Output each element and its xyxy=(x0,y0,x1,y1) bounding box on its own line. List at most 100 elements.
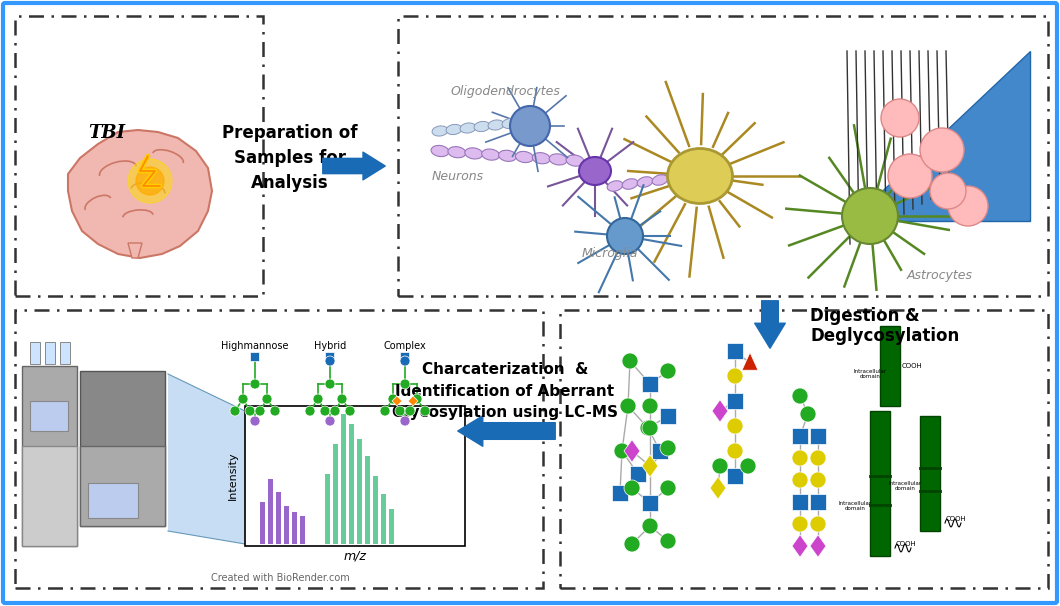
Bar xyxy=(727,468,743,484)
Circle shape xyxy=(400,356,410,366)
Bar xyxy=(30,342,40,364)
Circle shape xyxy=(400,379,410,389)
Ellipse shape xyxy=(498,150,516,161)
Bar xyxy=(560,310,1048,588)
Bar xyxy=(612,485,628,501)
Text: Charcaterization  &
Identification of Aberrant
Glycosylation using LC-MS: Charcaterization & Identification of Abe… xyxy=(392,362,618,419)
Bar xyxy=(22,366,77,546)
Circle shape xyxy=(330,406,340,416)
Bar xyxy=(292,512,297,544)
Text: Digestion &
Deglycosylation: Digestion & Deglycosylation xyxy=(810,307,959,345)
Bar xyxy=(333,444,338,544)
Text: Microglia: Microglia xyxy=(582,247,638,261)
Circle shape xyxy=(379,406,390,416)
Polygon shape xyxy=(742,353,758,370)
Ellipse shape xyxy=(668,148,732,204)
Circle shape xyxy=(238,394,248,404)
Text: Preparation of
Samples for
Analysis: Preparation of Samples for Analysis xyxy=(223,124,358,192)
Text: COOH: COOH xyxy=(946,516,967,522)
Circle shape xyxy=(624,536,640,552)
Circle shape xyxy=(792,516,808,532)
Circle shape xyxy=(230,406,240,416)
Polygon shape xyxy=(392,396,402,406)
Ellipse shape xyxy=(460,123,476,133)
Bar xyxy=(80,446,165,526)
FancyArrowPatch shape xyxy=(458,416,555,446)
Circle shape xyxy=(250,416,260,426)
Bar xyxy=(357,439,363,544)
Circle shape xyxy=(642,376,658,392)
Circle shape xyxy=(660,480,676,496)
Circle shape xyxy=(727,418,743,434)
Ellipse shape xyxy=(566,155,584,166)
Bar xyxy=(727,343,743,359)
Circle shape xyxy=(712,458,728,474)
Ellipse shape xyxy=(502,118,518,128)
Circle shape xyxy=(388,394,398,404)
Ellipse shape xyxy=(431,145,449,156)
Bar xyxy=(80,371,165,526)
Text: Complex: Complex xyxy=(384,341,426,351)
Bar xyxy=(15,16,263,296)
Circle shape xyxy=(250,379,260,389)
Circle shape xyxy=(400,416,410,426)
Polygon shape xyxy=(810,535,826,557)
Circle shape xyxy=(881,99,919,137)
Ellipse shape xyxy=(515,152,533,162)
Bar xyxy=(642,495,658,511)
Circle shape xyxy=(325,356,335,366)
Text: Neurons: Neurons xyxy=(432,170,484,182)
Circle shape xyxy=(344,406,355,416)
Bar xyxy=(792,494,808,510)
Bar xyxy=(652,443,668,459)
FancyBboxPatch shape xyxy=(3,3,1057,603)
Bar xyxy=(349,424,354,544)
Bar xyxy=(341,414,346,544)
Ellipse shape xyxy=(607,181,623,191)
Bar xyxy=(260,502,265,544)
Bar xyxy=(325,352,334,361)
Ellipse shape xyxy=(446,124,462,135)
FancyArrowPatch shape xyxy=(755,301,785,348)
Circle shape xyxy=(245,406,255,416)
Circle shape xyxy=(255,406,265,416)
Text: Created with BioRender.com: Created with BioRender.com xyxy=(211,573,350,583)
Polygon shape xyxy=(167,374,245,544)
Ellipse shape xyxy=(464,148,482,159)
Circle shape xyxy=(136,167,164,195)
Circle shape xyxy=(325,379,335,389)
Circle shape xyxy=(810,516,826,532)
Bar xyxy=(365,456,370,544)
Circle shape xyxy=(128,159,172,203)
Ellipse shape xyxy=(549,154,567,165)
Circle shape xyxy=(614,443,630,459)
Ellipse shape xyxy=(622,179,638,189)
Ellipse shape xyxy=(637,177,653,187)
Bar xyxy=(400,352,409,361)
Circle shape xyxy=(792,472,808,488)
Bar xyxy=(373,476,378,544)
Polygon shape xyxy=(624,440,640,462)
Bar xyxy=(920,416,940,531)
Circle shape xyxy=(510,106,550,146)
Bar xyxy=(88,483,138,518)
Polygon shape xyxy=(642,454,658,477)
Circle shape xyxy=(930,173,966,209)
Circle shape xyxy=(620,398,636,414)
Circle shape xyxy=(800,406,816,422)
Text: COOH: COOH xyxy=(896,541,917,547)
Circle shape xyxy=(337,394,347,404)
Text: TBI: TBI xyxy=(88,124,125,142)
Bar xyxy=(45,342,55,364)
Circle shape xyxy=(642,398,658,414)
Bar xyxy=(245,406,465,546)
Text: Oligodendrocytes: Oligodendrocytes xyxy=(450,84,560,98)
Bar xyxy=(268,479,273,544)
Circle shape xyxy=(305,406,315,416)
Circle shape xyxy=(888,154,932,198)
Ellipse shape xyxy=(488,120,504,130)
Text: Highmannose: Highmannose xyxy=(222,341,288,351)
Bar xyxy=(810,428,826,444)
Circle shape xyxy=(727,368,743,384)
Polygon shape xyxy=(128,243,142,258)
